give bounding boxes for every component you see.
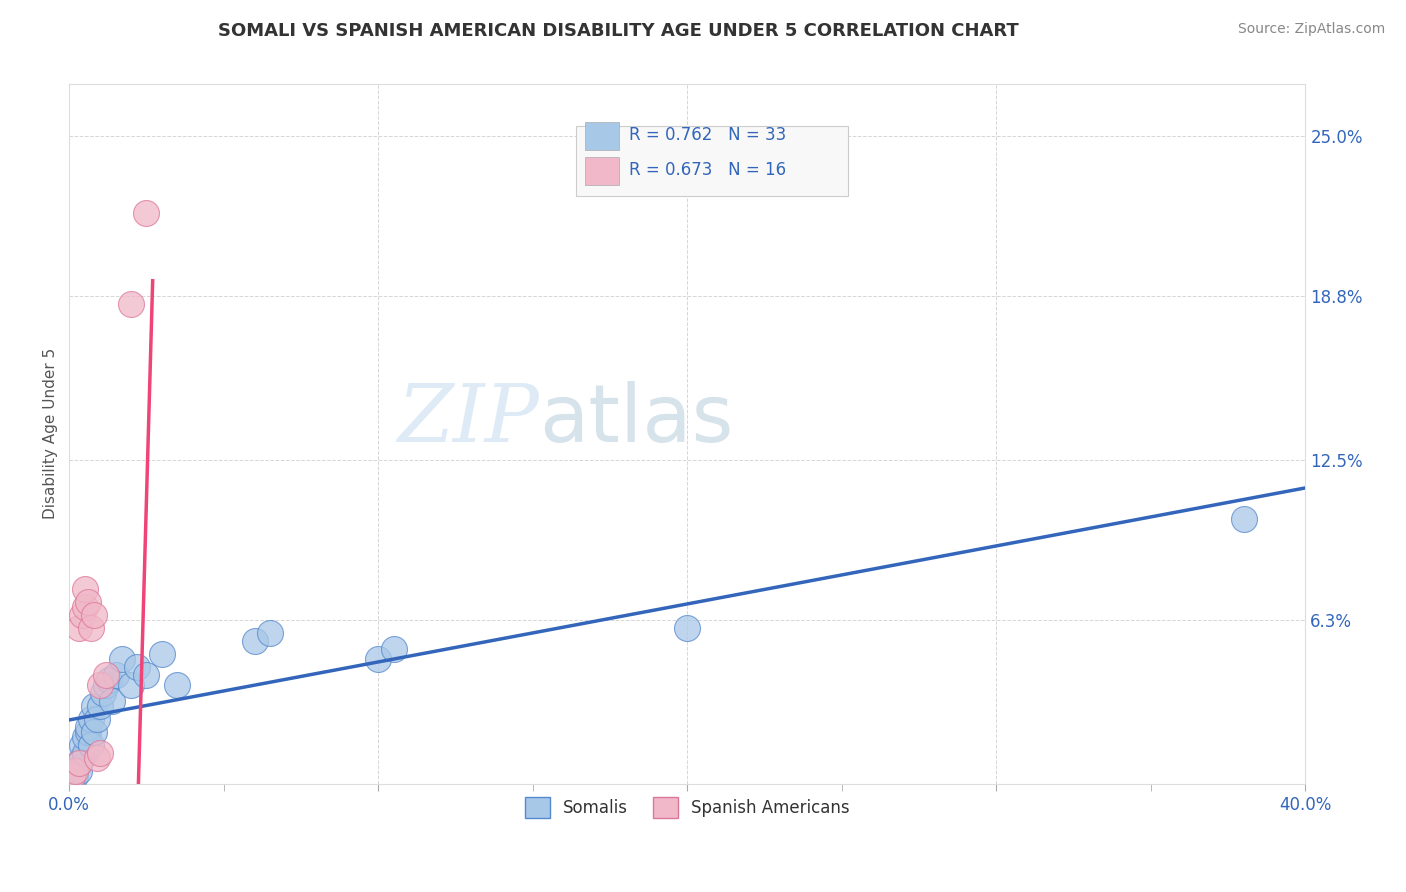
Text: R = 0.762   N = 33: R = 0.762 N = 33: [630, 126, 786, 144]
Point: [70, 738, 93, 752]
Text: Source: ZipAtlas.com: Source: ZipAtlas.com: [1237, 22, 1385, 37]
Text: atlas: atlas: [538, 381, 734, 458]
Point: [60, 772, 83, 786]
Point: [65, 769, 87, 783]
Point: [89, 698, 111, 713]
Point: [127, 660, 149, 674]
Point: [60, 769, 83, 783]
Point: [70, 608, 93, 623]
Point: [86, 712, 108, 726]
Point: [243, 634, 266, 648]
Bar: [585, 122, 619, 150]
Point: [1232, 512, 1254, 526]
Point: [73, 600, 96, 615]
Point: [166, 678, 188, 692]
Point: [67, 764, 90, 778]
Point: [120, 678, 142, 692]
Point: [89, 678, 111, 692]
Point: [367, 652, 389, 666]
Point: [67, 756, 90, 770]
Point: [96, 668, 118, 682]
Point: [76, 595, 98, 609]
Point: [76, 720, 98, 734]
Point: [150, 647, 173, 661]
Point: [111, 652, 134, 666]
Point: [101, 694, 124, 708]
Point: [67, 756, 90, 770]
Point: [104, 668, 127, 682]
Point: [73, 730, 96, 744]
Point: [86, 751, 108, 765]
Point: [73, 582, 96, 597]
Point: [120, 297, 142, 311]
Point: [67, 621, 90, 635]
Point: [135, 668, 157, 682]
FancyBboxPatch shape: [576, 126, 848, 195]
Point: [89, 746, 111, 760]
Point: [80, 738, 103, 752]
Text: R = 0.673   N = 16: R = 0.673 N = 16: [630, 161, 786, 178]
Point: [98, 673, 121, 687]
Point: [83, 608, 105, 623]
Point: [96, 678, 118, 692]
Point: [83, 698, 105, 713]
Legend: Somalis, Spanish Americans: Somalis, Spanish Americans: [517, 790, 856, 824]
Point: [80, 712, 103, 726]
Point: [80, 621, 103, 635]
Text: SOMALI VS SPANISH AMERICAN DISABILITY AGE UNDER 5 CORRELATION CHART: SOMALI VS SPANISH AMERICAN DISABILITY AG…: [218, 22, 1019, 40]
Text: ZIP: ZIP: [398, 381, 538, 458]
Point: [259, 626, 281, 640]
Y-axis label: Disability Age Under 5: Disability Age Under 5: [44, 348, 58, 519]
Point: [676, 621, 699, 635]
Point: [135, 206, 157, 220]
Point: [83, 724, 105, 739]
Point: [73, 746, 96, 760]
Point: [382, 641, 405, 656]
Point: [65, 764, 87, 778]
Point: [91, 686, 114, 700]
Point: [70, 751, 93, 765]
Point: [76, 724, 98, 739]
Bar: [585, 157, 619, 186]
